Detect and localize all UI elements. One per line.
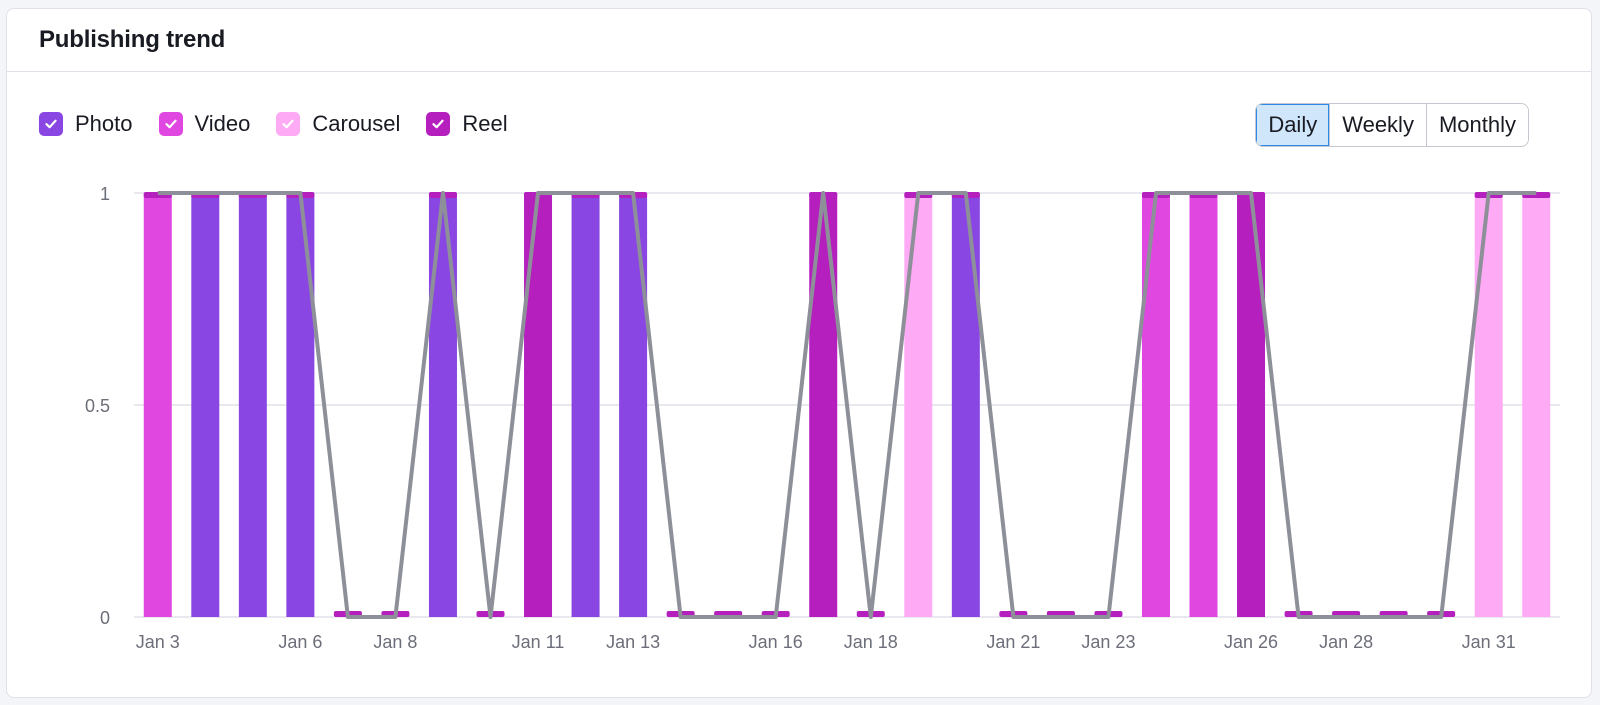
x-tick-label: Jan 28 xyxy=(1319,632,1373,652)
legend-item-video[interactable]: Video xyxy=(158,111,251,137)
legend-label: Carousel xyxy=(312,111,401,136)
period-toggle: Daily Weekly Monthly xyxy=(1255,103,1529,147)
bar-carousel xyxy=(904,193,933,617)
y-tick-label: 0 xyxy=(100,608,110,628)
bar-carousel xyxy=(1522,193,1551,617)
x-tick-label: Jan 6 xyxy=(278,632,322,652)
bar-video xyxy=(143,193,172,617)
legend-item-carousel[interactable]: Carousel xyxy=(276,111,400,137)
bar-photo xyxy=(191,193,220,617)
x-tick-label: Jan 11 xyxy=(512,632,565,652)
x-tick-label: Jan 8 xyxy=(373,632,417,652)
bar-photo xyxy=(619,193,648,617)
checkbox-checked-icon[interactable] xyxy=(276,112,301,136)
bar-reel xyxy=(524,193,553,617)
legend-item-reel[interactable]: Reel xyxy=(426,111,508,137)
bar-reel xyxy=(1237,193,1266,617)
bar-photo xyxy=(951,193,980,617)
period-daily-button[interactable]: Daily xyxy=(1256,104,1330,146)
legend-label: Reel xyxy=(462,111,508,136)
card-header: Publishing trend xyxy=(7,9,1591,72)
bar-carousel xyxy=(1474,193,1503,617)
legend-item-photo[interactable]: Photo xyxy=(39,111,133,137)
y-tick-label: 1 xyxy=(100,184,110,204)
bar-photo xyxy=(428,193,457,617)
legend-label: Video xyxy=(194,111,251,136)
publishing-trend-card: Publishing trend Photo Video Carousel Re… xyxy=(6,8,1592,698)
trend-line xyxy=(157,191,1537,619)
x-tick-label: Jan 16 xyxy=(749,632,803,652)
bar-video xyxy=(1189,193,1218,617)
legend-label: Photo xyxy=(75,111,133,136)
x-tick-label: Jan 31 xyxy=(1462,632,1516,652)
y-tick-label: 0.5 xyxy=(85,396,110,416)
bar-photo xyxy=(238,193,267,617)
chart-legend: Photo Video Carousel Reel xyxy=(39,111,534,137)
checkbox-checked-icon[interactable] xyxy=(158,112,183,136)
x-tick-label: Jan 18 xyxy=(844,632,898,652)
bar-photo xyxy=(571,193,600,617)
bar-reel xyxy=(809,193,838,617)
bar-video xyxy=(1141,193,1170,617)
checkbox-checked-icon[interactable] xyxy=(39,112,63,136)
checkbox-checked-icon[interactable] xyxy=(426,112,451,136)
period-weekly-button[interactable]: Weekly xyxy=(1329,104,1426,146)
x-tick-label: Jan 13 xyxy=(606,632,660,652)
bar-photo xyxy=(286,193,315,617)
period-monthly-button[interactable]: Monthly xyxy=(1425,104,1528,146)
x-tick-label: Jan 21 xyxy=(986,632,1040,652)
x-tick-label: Jan 26 xyxy=(1224,632,1278,652)
x-tick-label: Jan 3 xyxy=(136,632,180,652)
card-title: Publishing trend xyxy=(39,26,226,53)
x-tick-label: Jan 23 xyxy=(1081,632,1135,652)
